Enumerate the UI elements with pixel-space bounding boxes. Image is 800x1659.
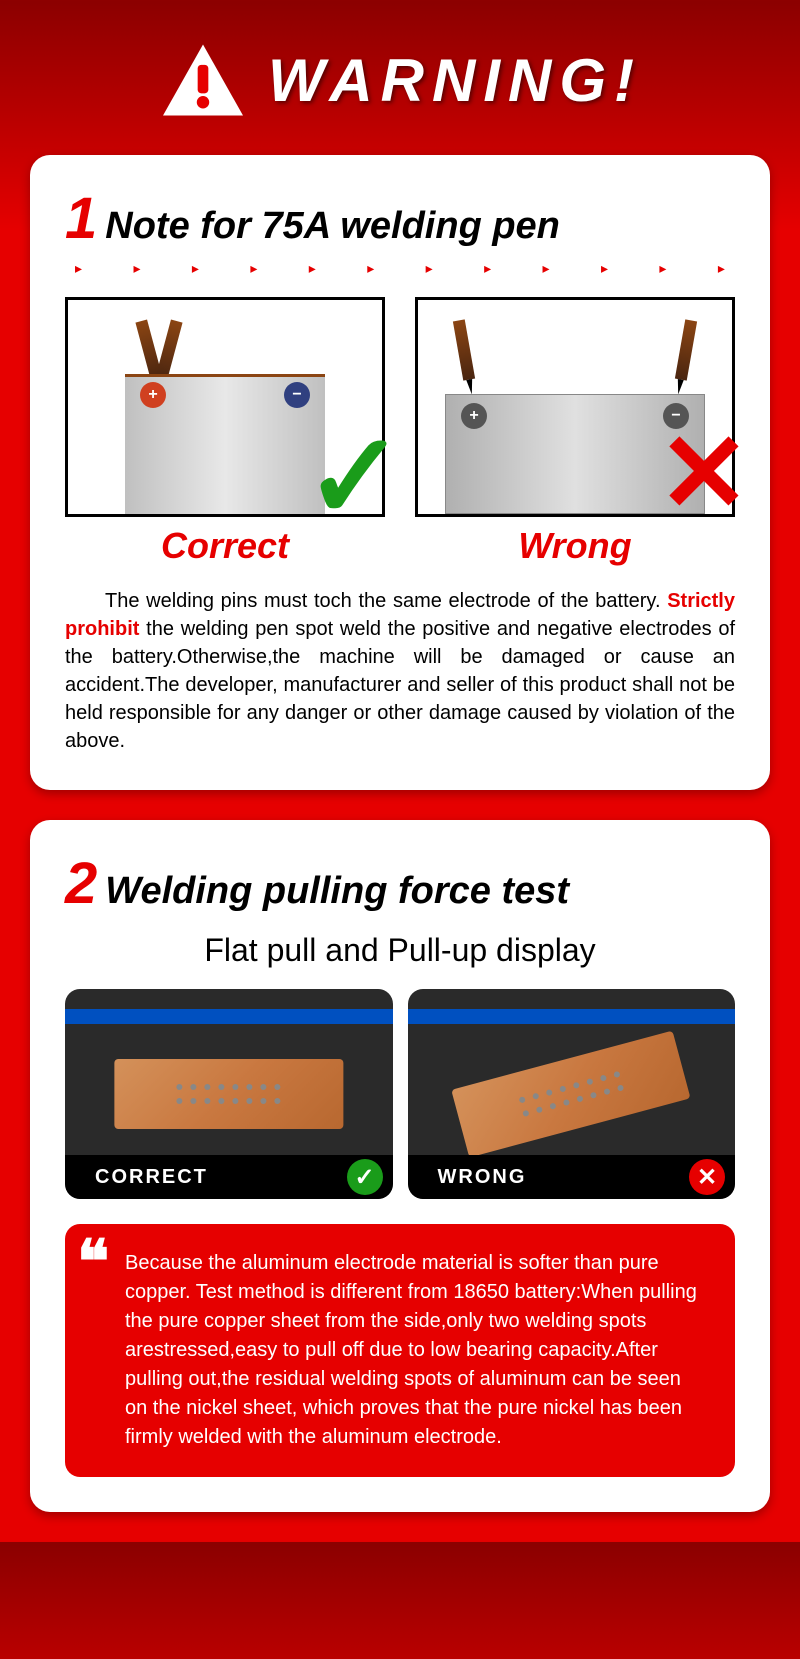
card-1: 1 Note for 75A welding pen ▸▸▸▸▸▸▸▸▸▸▸▸ …	[30, 155, 770, 790]
card-2-subtitle: Flat pull and Pull-up display	[65, 932, 735, 969]
body-prefix: The welding pins must toch the same elec…	[105, 590, 661, 612]
correct-label: Correct	[161, 525, 289, 567]
warning-header: WARNING!	[0, 0, 800, 155]
negative-terminal-icon: −	[284, 382, 310, 408]
wrong-label: Wrong	[518, 525, 631, 567]
x-icon: ✕	[658, 409, 750, 537]
welding-pen-icon	[155, 319, 182, 380]
positive-terminal-icon: +	[140, 382, 166, 408]
callout-box: ❝ Because the aluminum electrode materia…	[65, 1224, 735, 1477]
copper-strip-icon	[114, 1059, 343, 1129]
wrong-photo-label: WRONG ✕	[408, 1155, 736, 1199]
card-2-title-text: Welding pulling force test	[105, 870, 569, 913]
positive-terminal-icon: +	[461, 403, 487, 429]
correct-photo-text: CORRECT	[95, 1166, 208, 1189]
x-circle-icon: ✕	[689, 1159, 725, 1195]
card-2-title: 2 Welding pulling force test	[65, 850, 735, 917]
wrong-photo-col: WRONG ✕	[408, 989, 736, 1199]
correct-diagram: + − ✓ Correct	[65, 297, 385, 567]
photo-row: CORRECT ✓ WRONG ✕	[65, 989, 735, 1199]
card-2: 2 Welding pulling force test Flat pull a…	[30, 820, 770, 1512]
warning-triangle-icon	[158, 40, 248, 120]
wrong-photo: WRONG ✕	[408, 989, 736, 1199]
correct-photo-col: CORRECT ✓	[65, 989, 393, 1199]
body-rest: the welding pen spot weld the positive a…	[65, 618, 735, 752]
correct-photo-label: CORRECT ✓	[65, 1155, 393, 1199]
copper-strip-icon	[451, 1031, 691, 1158]
welding-pen-icon	[453, 319, 475, 380]
check-icon: ✓	[304, 408, 405, 547]
welding-pen-icon	[675, 319, 697, 380]
card-1-body: The welding pins must toch the same elec…	[65, 587, 735, 755]
correct-photo: CORRECT ✓	[65, 989, 393, 1199]
wrong-diagram: + − ✕ Wrong	[415, 297, 735, 567]
warning-title: WARNING!	[268, 46, 642, 115]
callout-text: Because the aluminum electrode material …	[125, 1252, 697, 1448]
battery-icon: + −	[125, 374, 325, 514]
card-1-title: 1 Note for 75A welding pen	[65, 185, 735, 252]
card-2-number: 2	[65, 850, 97, 917]
diagram-row: + − ✓ Correct + − ✕ Wrong	[65, 297, 735, 567]
card-1-number: 1	[65, 185, 97, 252]
arrow-divider: ▸▸▸▸▸▸▸▸▸▸▸▸	[65, 252, 735, 297]
card-1-title-text: Note for 75A welding pen	[105, 205, 560, 248]
quote-icon: ❝	[77, 1232, 109, 1292]
check-circle-icon: ✓	[347, 1159, 383, 1195]
wrong-photo-text: WRONG	[438, 1166, 527, 1189]
